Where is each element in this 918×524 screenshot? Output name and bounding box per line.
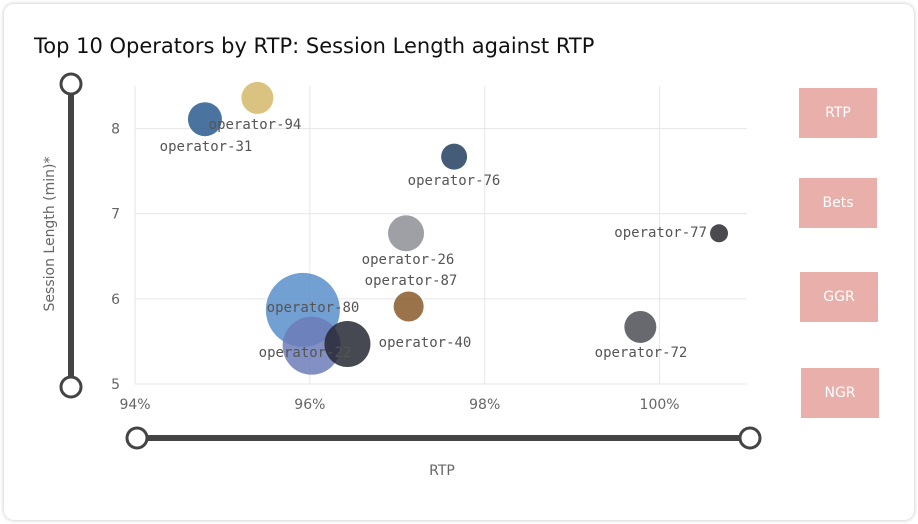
data-point-operator-26[interactable] [388,215,425,252]
tick-labels: 5 6 7 8 94% 96% 98% 100% [111,122,680,413]
point-label-operator-87: operator-87 [365,273,458,289]
rtp-button[interactable]: RTP [799,88,877,138]
point-label-operator-76: operator-76 [408,173,501,189]
y-range-slider-bottom-handle[interactable] [59,375,83,399]
x-tick-label: 100% [640,397,680,413]
point-label-operator-26: operator-26 [362,252,455,268]
point-label-operator-80: operator-80 [267,300,360,316]
grid [134,86,747,385]
data-point-operator-31[interactable] [187,102,222,137]
bets-button[interactable]: Bets [799,178,877,228]
data-point-operator-22[interactable] [282,316,341,375]
y-range-slider-top-handle[interactable] [59,72,83,96]
chart-title: Top 10 Operators by RTP: Session Length … [34,34,595,58]
y-axis-label: Session Length (min)* [42,157,58,312]
data-points [187,81,729,375]
point-labels: operator-94 operator-31 operator-76 operato… [160,117,707,361]
point-label-operator-94: operator-94 [209,117,302,133]
data-point-operator-40[interactable] [324,320,371,367]
y-tick-label: 8 [111,122,120,138]
point-label-operator-72: operator-72 [595,345,688,361]
point-label-operator-40: operator-40 [379,335,472,351]
y-tick-label: 5 [111,377,120,393]
ngr-button[interactable]: NGR [801,368,879,418]
data-point-operator-76[interactable] [441,143,468,170]
y-tick-label: 7 [111,207,120,223]
x-tick-label: 98% [469,397,500,413]
point-label-operator-31: operator-31 [160,139,253,155]
data-point-operator-77[interactable] [710,224,729,243]
data-point-operator-87[interactable] [393,291,424,322]
data-point-operator-72[interactable] [624,310,657,343]
point-label-operator-77: operator-77 [614,225,707,241]
x-tick-label: 94% [119,397,150,413]
y-tick-label: 6 [111,292,120,308]
x-range-slider-left-handle[interactable] [125,426,149,450]
x-tick-label: 96% [294,397,325,413]
point-label-operator-22: operator-22 [259,345,352,361]
ggr-button[interactable]: GGR [800,272,878,322]
x-axis-label: RTP [429,463,455,479]
x-range-slider-right-handle[interactable] [738,426,762,450]
data-point-operator-94[interactable] [241,81,274,114]
chart-card [4,4,914,520]
